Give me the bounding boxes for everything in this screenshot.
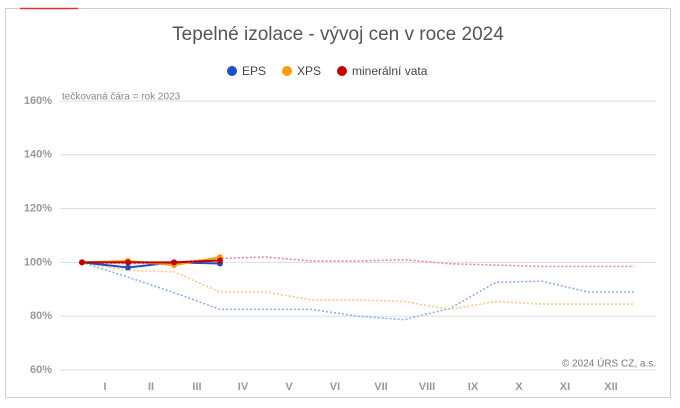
y-tick-label: 140% <box>24 149 52 161</box>
point <box>217 257 223 264</box>
line-2024 <box>81 261 221 269</box>
legend-label: minerální vata <box>352 64 428 78</box>
x-tick-label: X <box>515 381 523 393</box>
line-2024 <box>82 259 221 264</box>
annotation: tečkovaná čára = rok 2023 <box>62 92 181 103</box>
line-2023 <box>81 261 634 311</box>
y-tick-label: 60% <box>30 364 52 376</box>
chart-title: Tepelné izolace - vývoj cen v roce 2024 <box>172 24 504 45</box>
x-tick-label: XII <box>604 381 617 393</box>
x-tick-label: IV <box>238 381 249 393</box>
x-tick-label: VIII <box>419 381 436 393</box>
legend-swatch <box>282 66 292 76</box>
line-2023 <box>81 261 634 321</box>
point <box>125 264 131 271</box>
y-tick-label: 160% <box>24 95 52 107</box>
point <box>171 259 177 266</box>
x-tick-label: I <box>103 381 106 393</box>
x-tick-label: XI <box>560 381 570 393</box>
y-tick-label: 120% <box>24 203 52 215</box>
y-tick-label: 80% <box>30 310 52 322</box>
x-tick-label: II <box>148 381 154 393</box>
x-tick-label: IX <box>468 381 479 393</box>
legend-swatch <box>337 66 347 76</box>
legend-label: XPS <box>297 64 321 78</box>
x-tick-label: III <box>192 381 201 393</box>
y-tick-label: 100% <box>24 256 52 268</box>
legend-swatch <box>227 66 237 76</box>
source: © 2024 ÚRS CZ, a.s. <box>562 357 656 370</box>
x-tick-label: VI <box>330 381 340 393</box>
point <box>125 259 131 266</box>
legend-label: EPS <box>242 64 266 78</box>
x-tick-label: VII <box>374 381 387 393</box>
point <box>79 259 85 266</box>
x-tick-label: V <box>285 381 293 393</box>
frame <box>5 8 671 398</box>
